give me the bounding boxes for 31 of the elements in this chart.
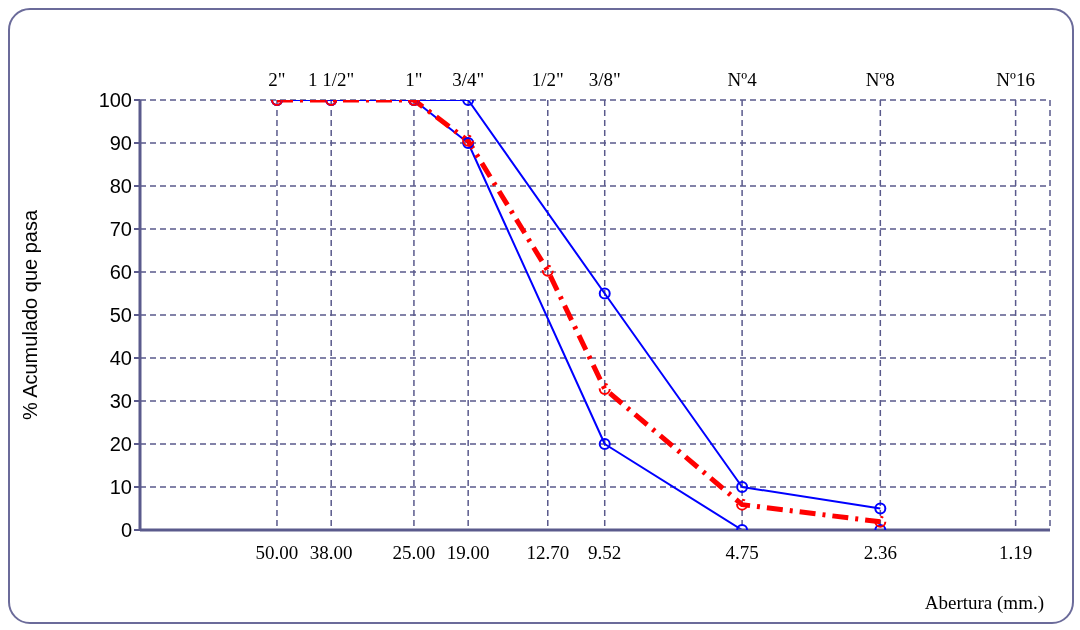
x-tick-label: 4.75: [725, 542, 759, 564]
text: 1": [405, 69, 423, 90]
text: Nº16: [996, 69, 1035, 90]
y-tick-label: 60: [109, 261, 132, 284]
y-tick-label: 70: [109, 218, 132, 241]
y-tick-label: 40: [109, 347, 132, 370]
text: 3/4": [452, 69, 485, 90]
y-tick-label: 30: [109, 390, 132, 413]
y-tick-label: 100: [98, 89, 132, 112]
y-tick-label: 80: [109, 175, 132, 198]
x-tick-label: 1.19: [999, 542, 1033, 564]
text: 1 1/2": [308, 69, 355, 90]
x-axis-title: Abertura (mm.): [924, 592, 1044, 614]
text: 2": [268, 69, 286, 90]
text: Nº4: [727, 69, 758, 90]
x-tick-label: 50.00: [255, 542, 299, 564]
y-tick-label: 90: [109, 132, 132, 155]
y-tick-label: 0: [120, 519, 132, 542]
x-tick-label: 12.70: [526, 542, 570, 564]
y-tick-label: 20: [109, 433, 132, 456]
y-tick-label: 50: [109, 304, 132, 327]
text: 3/8": [588, 69, 621, 90]
x-tick-label: 38.00: [309, 542, 353, 564]
x-tick-label: 9.52: [588, 542, 622, 564]
text: Nº8: [865, 69, 895, 90]
x-tick-label: 2.36: [863, 542, 897, 564]
text: 1/2": [531, 69, 564, 90]
y-tick-label: 10: [109, 476, 132, 499]
y-axis-title: % Acumulado que pasa: [19, 209, 42, 421]
x-tick-label: 25.00: [392, 542, 436, 564]
x-tick-label: 19.00: [446, 542, 490, 564]
